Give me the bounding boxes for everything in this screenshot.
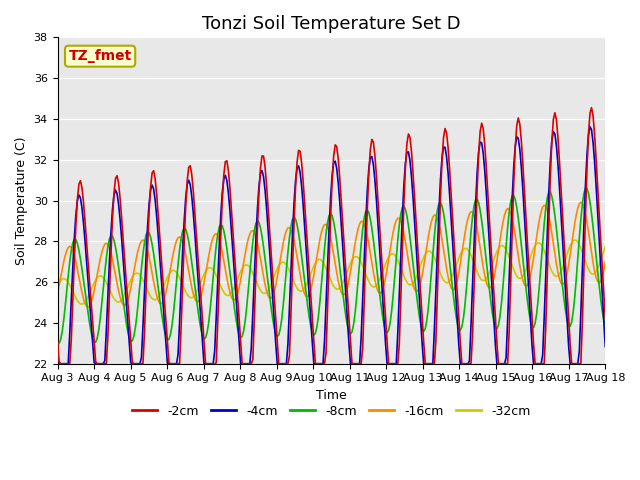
X-axis label: Time: Time bbox=[316, 389, 347, 402]
Title: Tonzi Soil Temperature Set D: Tonzi Soil Temperature Set D bbox=[202, 15, 461, 33]
Y-axis label: Soil Temperature (C): Soil Temperature (C) bbox=[15, 136, 28, 265]
Text: TZ_fmet: TZ_fmet bbox=[68, 49, 132, 63]
Legend: -2cm, -4cm, -8cm, -16cm, -32cm: -2cm, -4cm, -8cm, -16cm, -32cm bbox=[127, 400, 536, 423]
